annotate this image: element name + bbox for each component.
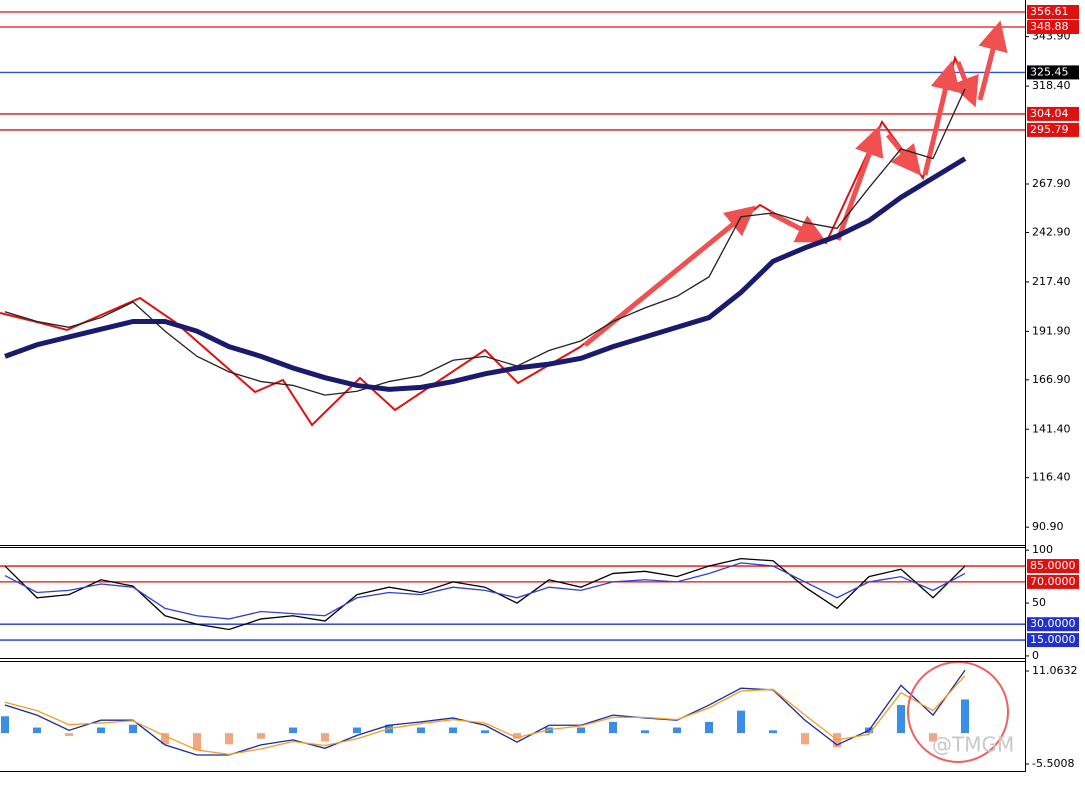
histogram-bar bbox=[1, 716, 9, 734]
histogram-bar bbox=[705, 721, 713, 734]
level-label: 295.79 bbox=[1030, 123, 1069, 136]
level-box bbox=[1027, 19, 1079, 34]
level-label: 348.88 bbox=[1030, 20, 1069, 33]
level-box bbox=[1027, 106, 1079, 121]
y-tick-label: 100 bbox=[1032, 543, 1053, 556]
histogram-bar bbox=[225, 733, 233, 745]
histogram-bar bbox=[161, 733, 169, 745]
level-box bbox=[1027, 5, 1079, 20]
y-tick-label: 217.40 bbox=[1032, 275, 1071, 288]
axis-layer: 343.90318.40267.90242.90217.40191.90166.… bbox=[1025, 5, 1079, 770]
level-box bbox=[1027, 617, 1079, 632]
plot-layer bbox=[1, 88, 969, 756]
histogram-bar bbox=[961, 699, 969, 734]
level-box bbox=[1027, 65, 1079, 80]
grid-layer bbox=[0, 11, 1025, 641]
level-label: 15.0000 bbox=[1030, 633, 1076, 646]
y-tick-label: 242.90 bbox=[1032, 225, 1071, 238]
frame bbox=[0, 0, 1026, 772]
y-tick-label: 50 bbox=[1032, 596, 1046, 609]
level-label: 30.0000 bbox=[1030, 617, 1076, 630]
level-box bbox=[1027, 122, 1079, 137]
level-label: 325.45 bbox=[1030, 65, 1069, 78]
y-tick-label: 191.90 bbox=[1032, 324, 1071, 337]
histogram-bar bbox=[65, 733, 73, 736]
histogram-bar bbox=[577, 727, 585, 734]
y-tick-label: -5.5008 bbox=[1032, 757, 1074, 770]
histogram-bar bbox=[609, 721, 617, 734]
histogram-bar bbox=[641, 730, 649, 734]
histogram-bar bbox=[289, 727, 297, 734]
level-label: 356.61 bbox=[1030, 5, 1069, 18]
level-box bbox=[1027, 574, 1079, 589]
level-box bbox=[1027, 559, 1079, 574]
histogram-bar bbox=[129, 724, 137, 734]
y-tick-label: 267.90 bbox=[1032, 177, 1071, 190]
y-tick-label: 90.90 bbox=[1032, 520, 1064, 533]
y-tick-label: 318.40 bbox=[1032, 79, 1071, 92]
histogram-bar bbox=[737, 710, 745, 734]
histogram-bar bbox=[193, 733, 201, 750]
series-line bbox=[4, 557, 966, 631]
watermark: @TMGM bbox=[932, 733, 1014, 757]
histogram-bar bbox=[929, 733, 937, 742]
level-label: 70.0000 bbox=[1030, 575, 1076, 588]
zigzag bbox=[0, 55, 976, 427]
series-line bbox=[4, 669, 966, 756]
histogram-bar bbox=[353, 727, 361, 734]
histogram-bar bbox=[769, 730, 777, 734]
histogram-bar bbox=[257, 733, 265, 739]
series-line bbox=[4, 156, 967, 392]
histogram-bar bbox=[897, 705, 905, 734]
level-label: 304.04 bbox=[1030, 107, 1069, 120]
histogram-bar bbox=[673, 727, 681, 734]
histogram-bar bbox=[513, 733, 521, 739]
series-line bbox=[4, 562, 966, 620]
y-tick-label: 11.0632 bbox=[1032, 664, 1078, 677]
histogram-bar bbox=[97, 727, 105, 734]
trend-arrows bbox=[583, 20, 1008, 347]
y-tick-label: 116.40 bbox=[1032, 471, 1071, 484]
histogram-bar bbox=[449, 727, 457, 734]
level-label: 85.0000 bbox=[1030, 559, 1076, 572]
y-tick-label: 0 bbox=[1032, 649, 1039, 662]
histogram-bar bbox=[321, 733, 329, 742]
y-tick-label: 166.90 bbox=[1032, 373, 1071, 386]
y-tick-label: 141.40 bbox=[1032, 422, 1071, 435]
histogram-bar bbox=[33, 727, 41, 734]
histogram-bar bbox=[417, 727, 425, 734]
series-line bbox=[4, 88, 966, 396]
level-box bbox=[1027, 633, 1079, 648]
histogram-bar bbox=[481, 730, 489, 734]
series-line bbox=[4, 675, 966, 756]
histogram-bar bbox=[801, 733, 809, 745]
